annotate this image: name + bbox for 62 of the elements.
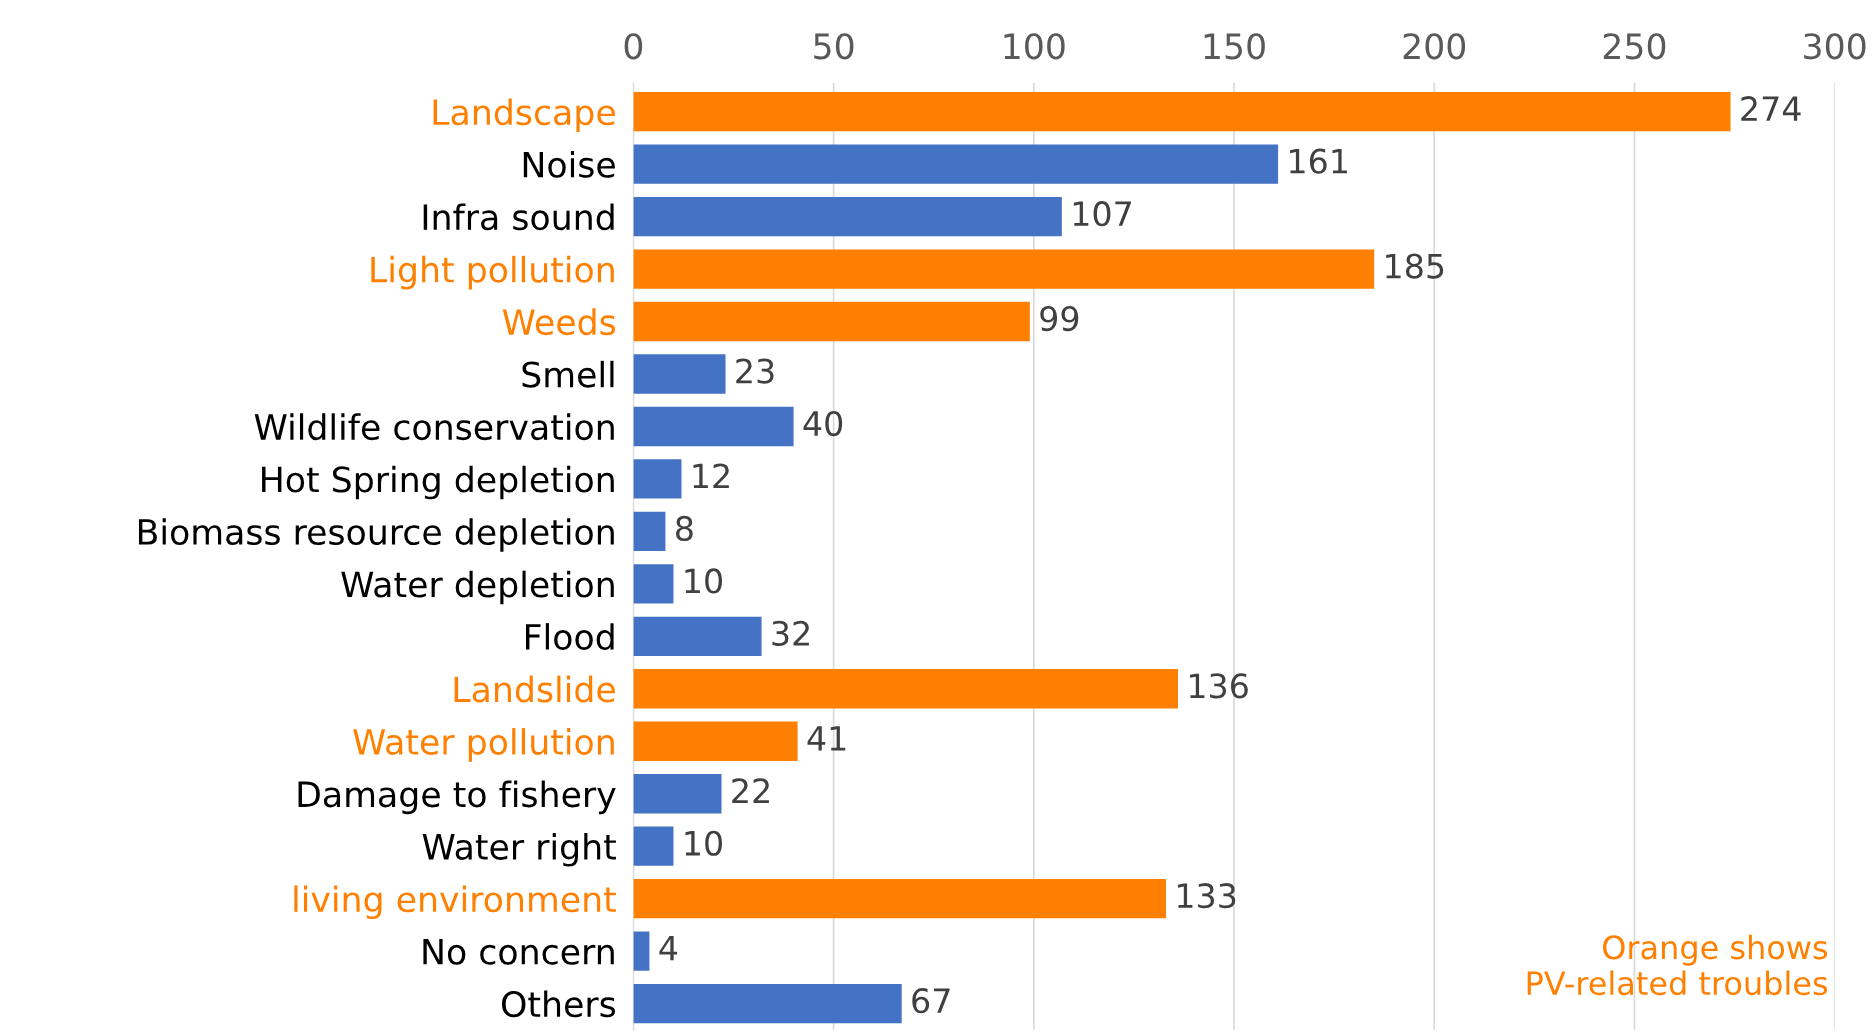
data-label: 12	[693, 463, 729, 489]
y-tick-label: Biomass resource depletion	[138, 518, 614, 552]
bar	[633, 983, 902, 1024]
bar	[633, 91, 1731, 132]
y-tick-label: living environment	[294, 885, 616, 920]
bar	[633, 196, 1062, 237]
data-label: 8	[676, 515, 693, 542]
data-label: 23	[736, 358, 774, 384]
data-label: 161	[1290, 148, 1347, 174]
bar	[633, 406, 794, 447]
y-tick-label: Water right	[422, 833, 616, 867]
bar	[633, 144, 1279, 184]
y-tick-label: Landslide	[454, 675, 615, 703]
data-label: 99	[1040, 305, 1079, 332]
data-label: 136	[1189, 673, 1248, 699]
bar	[633, 826, 674, 866]
y-tick-label: Others	[502, 990, 616, 1018]
y-tick-label: Light pollution	[371, 255, 614, 290]
y-tick-label: Hot Spring depletion	[262, 465, 614, 500]
data-label: 133	[1177, 883, 1236, 909]
bar	[633, 774, 722, 814]
x-tick-label: 0	[624, 33, 643, 60]
data-label: 32	[772, 620, 809, 646]
y-tick-label: Smell	[522, 360, 614, 388]
x-tick-label: 50	[814, 33, 854, 60]
x-tick-label: 150	[1204, 33, 1265, 60]
bar	[633, 616, 762, 656]
x-tick-label: 250	[1603, 33, 1666, 60]
x-tick-label: 100	[1004, 33, 1065, 60]
y-tick-label: Water depletion	[341, 570, 614, 605]
bar	[633, 249, 1375, 289]
bar	[633, 878, 1166, 919]
y-tick-label: Wildlife conservation	[254, 413, 614, 441]
data-label: 41	[807, 726, 846, 751]
data-label: 10	[685, 830, 722, 856]
bar	[633, 931, 650, 971]
bar	[633, 301, 1030, 342]
x-tick-label: 200	[1403, 33, 1466, 60]
data-label: 4	[659, 936, 678, 961]
y-tick-label: Weeds	[502, 308, 616, 336]
y-tick-label: Flood	[526, 623, 614, 651]
data-label: 22	[732, 778, 769, 803]
bar	[633, 354, 726, 394]
bar	[633, 721, 798, 761]
data-label: 10	[685, 568, 722, 594]
data-label: 107	[1073, 201, 1131, 227]
data-label: 67	[912, 988, 950, 1014]
bar	[633, 669, 1178, 709]
bar	[633, 511, 666, 552]
data-label: 274	[1741, 96, 1801, 121]
y-tick-label: Landscape	[433, 98, 615, 133]
y-tick-label: No concern	[423, 939, 614, 965]
y-tick-label: Noise	[523, 150, 615, 178]
data-label: 40	[803, 410, 843, 437]
annotation: Orange shows PV-related troubles	[1527, 934, 1828, 996]
x-tick-label: 300	[1804, 33, 1866, 60]
bar	[633, 459, 682, 499]
data-label: 185	[1386, 253, 1444, 279]
y-tick-label: Water pollution	[353, 728, 614, 762]
y-tick-label: Infra sound	[423, 203, 614, 231]
bar	[633, 564, 674, 604]
y-tick-label: Damage to fishery	[298, 780, 616, 815]
